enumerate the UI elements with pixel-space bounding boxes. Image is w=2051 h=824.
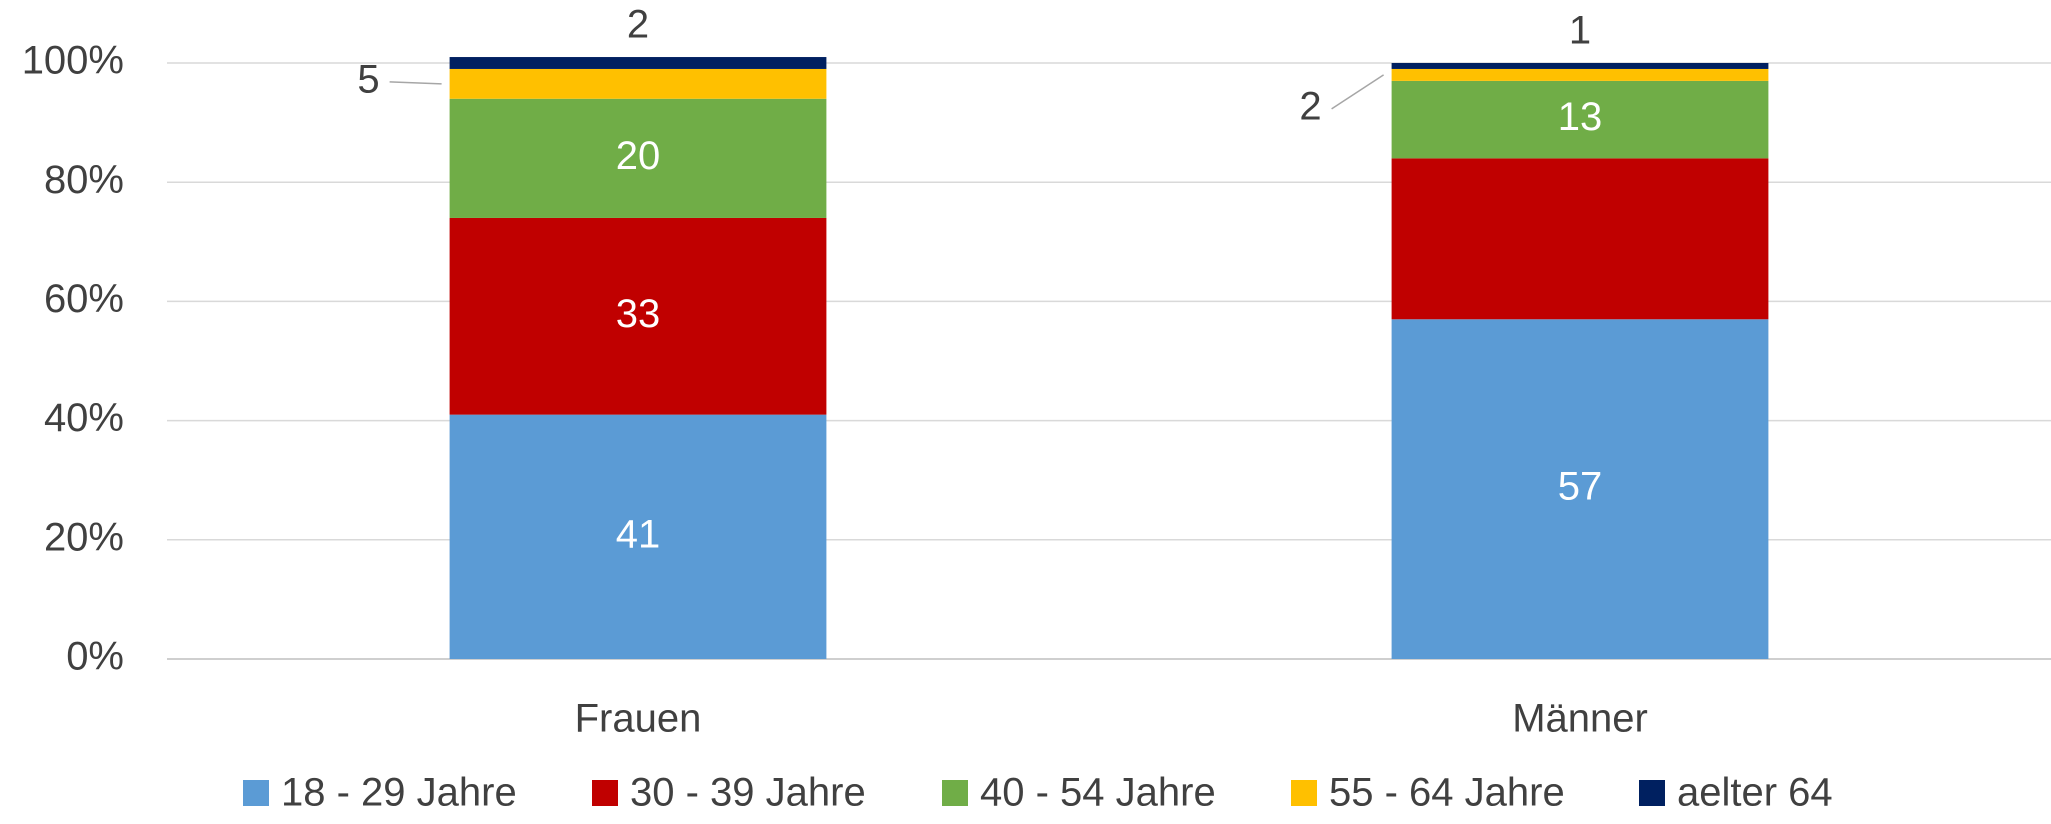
y-tick-label: 20% — [44, 515, 124, 559]
data-label: 5 — [357, 57, 379, 101]
legend-swatch — [942, 780, 968, 806]
bar-segment — [1391, 158, 1769, 320]
legend-swatch — [592, 780, 618, 806]
data-label: 2 — [1299, 84, 1321, 128]
y-tick-label: 60% — [44, 277, 124, 321]
bar-segment — [449, 217, 827, 415]
data-label: 1 — [1569, 9, 1591, 53]
data-label: 57 — [1558, 465, 1603, 509]
bar-segment — [1391, 63, 1769, 69]
y-tick-label: 80% — [44, 158, 124, 202]
legend-swatch — [243, 780, 269, 806]
data-label: 20 — [616, 134, 661, 178]
y-tick-label: 40% — [44, 396, 124, 440]
data-label: 33 — [616, 292, 661, 336]
bar-segment — [449, 68, 827, 99]
data-label: 13 — [1558, 95, 1603, 139]
bar-segment — [449, 57, 827, 69]
leader-line — [1331, 74, 1385, 110]
legend-label: 55 - 64 Jahre — [1329, 771, 1565, 815]
bar-segment — [1391, 319, 1769, 659]
legend-label: 40 - 54 Jahre — [980, 771, 1216, 815]
legend-label: aelter 64 — [1677, 771, 1833, 815]
legend-label: 18 - 29 Jahre — [281, 771, 517, 815]
legend-label: 30 - 39 Jahre — [630, 771, 866, 815]
data-label: 2 — [627, 3, 649, 47]
x-tick-label: Männer — [1512, 697, 1648, 741]
bar-segment — [449, 98, 827, 218]
legend-swatch — [1639, 780, 1665, 806]
data-label: 41 — [616, 512, 661, 556]
leader-line — [389, 81, 442, 85]
y-tick-label: 100% — [22, 39, 124, 83]
bar-segment — [1391, 80, 1769, 159]
x-tick-label: Frauen — [575, 697, 702, 741]
y-tick-label: 0% — [66, 635, 124, 679]
bar-segment — [449, 414, 827, 659]
bar-segment — [1391, 68, 1769, 81]
legend-swatch — [1291, 780, 1317, 806]
